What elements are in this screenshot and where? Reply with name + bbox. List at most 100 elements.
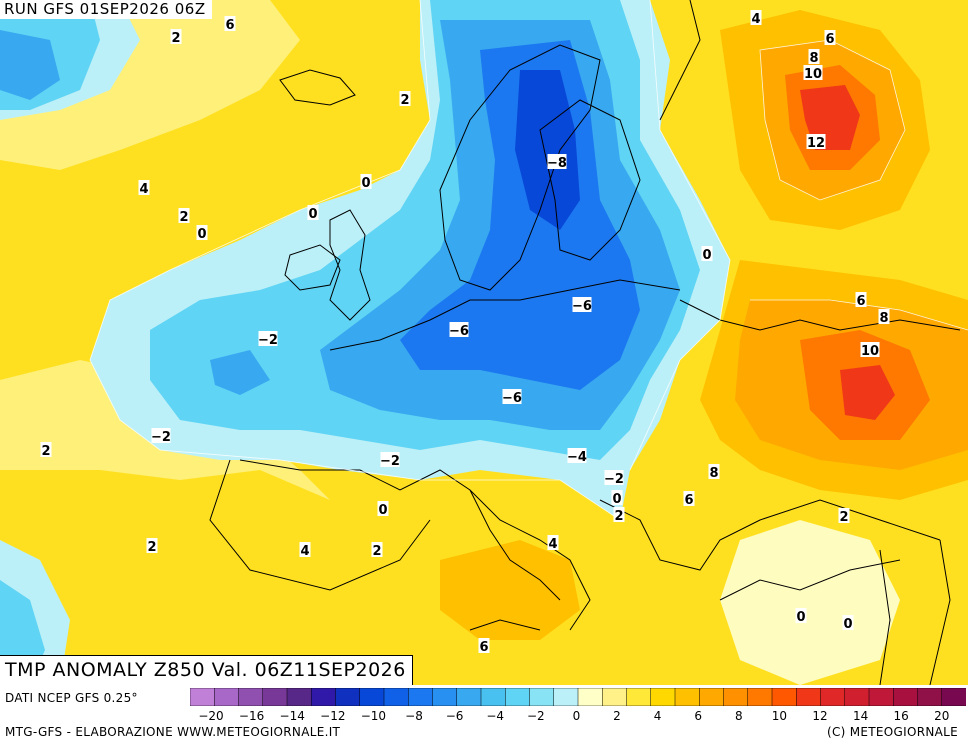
contour-label-text: 2 — [179, 210, 188, 225]
contour-label-text: −6 — [449, 324, 469, 339]
contour-label: −6 — [572, 297, 592, 314]
contour-label-bg — [151, 428, 171, 443]
contour-label: 0 — [611, 490, 623, 507]
color-scale-swatch — [262, 688, 288, 706]
contour-label-bg — [808, 49, 820, 64]
color-scale-swatch — [893, 688, 919, 706]
color-scale-swatch — [820, 688, 846, 706]
contour-label: 8 — [808, 49, 820, 66]
contour-label-bg — [547, 154, 567, 169]
anomaly-title: TMP ANOMALY Z850 Val. 06Z11SEP2026 — [0, 655, 413, 685]
color-scale-swatch — [238, 688, 264, 706]
contour-label-text: −2 — [258, 333, 278, 348]
contour-label-bg — [380, 452, 400, 467]
contour-label: 2 — [146, 538, 158, 555]
color-scale-label: 8 — [734, 709, 743, 723]
color-scale-swatch — [335, 688, 361, 706]
contour-label-bg — [803, 65, 823, 80]
contour-label-text: 2 — [147, 540, 156, 555]
contour-label: −2 — [258, 331, 278, 348]
color-scale-label: −20 — [198, 709, 224, 723]
color-scale-label: 16 — [893, 709, 909, 723]
color-scale-label: −12 — [320, 709, 346, 723]
color-scale-label: −14 — [279, 709, 305, 723]
contour-label: 6 — [824, 30, 836, 47]
contour-label-bg — [806, 134, 826, 149]
contour-label-text: 4 — [751, 12, 760, 27]
contour-label: 2 — [40, 442, 52, 459]
color-scale-label: −16 — [238, 709, 265, 723]
contour-label-text: −6 — [502, 391, 522, 406]
contour-label-bg — [855, 292, 867, 307]
contour-label-text: 2 — [614, 509, 623, 524]
color-scale-swatch — [917, 688, 943, 706]
contour-label-bg — [604, 470, 624, 485]
contour-label: 10 — [860, 342, 880, 359]
contour-label-bg — [701, 246, 713, 261]
contour-label-text: −2 — [380, 454, 400, 469]
contour-label-bg — [146, 538, 158, 553]
color-scale-swatch — [408, 688, 434, 706]
color-scale-swatch — [286, 688, 312, 706]
contour-label-bg — [750, 10, 762, 25]
color-scale-bar — [190, 688, 966, 706]
contour-label-text: −4 — [567, 450, 587, 465]
color-scale-swatch — [383, 688, 409, 706]
contour-label: 0 — [377, 501, 389, 518]
contour-label-text: 2 — [839, 510, 848, 525]
contour-label-text: 2 — [372, 544, 381, 559]
contour-label: 2 — [178, 208, 190, 225]
contour-label-bg — [502, 389, 522, 404]
contour-label: 6 — [478, 638, 490, 655]
contour-label-text: 12 — [807, 136, 825, 151]
contour-label-bg — [567, 448, 587, 463]
contour-label-bg — [824, 30, 836, 45]
contour-label: 0 — [842, 615, 854, 632]
contour-label: 6 — [224, 16, 236, 33]
contour-label-bg — [399, 91, 411, 106]
contour-label-bg — [360, 174, 372, 189]
processing-credit: MTG-GFS - ELABORAZIONE WWW.METEOGIORNALE… — [5, 725, 341, 739]
anomaly-zone-warm-8 — [785, 65, 930, 440]
contour-label: −8 — [547, 154, 567, 171]
contour-label-text: 0 — [308, 207, 317, 222]
color-scale-label: 0 — [572, 709, 581, 723]
contour-label-text: 0 — [796, 610, 805, 625]
color-scale-label: −8 — [405, 709, 423, 723]
color-scale-swatch — [868, 688, 894, 706]
color-scale-swatch — [553, 688, 579, 706]
contour-label: −2 — [604, 470, 624, 487]
copyright-credit: (C) METEOGIORNALE — [827, 725, 959, 739]
contour-label: 6 — [683, 491, 695, 508]
contour-label-text: 0 — [612, 492, 621, 507]
contour-label: 4 — [750, 10, 762, 27]
color-scale-swatch — [747, 688, 773, 706]
color-scale-label: −6 — [445, 709, 464, 723]
color-scale-label: 2 — [613, 709, 621, 723]
run-title: RUN GFS 01SEP2026 06Z — [0, 0, 212, 19]
contour-label-bg — [40, 442, 52, 457]
contour-label: 2 — [170, 29, 182, 46]
contour-label: 0 — [795, 608, 807, 625]
contour-label-text: 6 — [856, 294, 865, 309]
color-scale-swatch — [941, 688, 966, 706]
contour-label-text: 4 — [300, 544, 309, 559]
anomaly-zone-cold-8 — [515, 70, 580, 230]
contour-label: −2 — [380, 452, 400, 469]
contour-label: 12 — [806, 134, 826, 151]
contour-label-bg — [224, 16, 236, 31]
contour-label: 0 — [360, 174, 372, 191]
contour-label: 0 — [196, 225, 208, 242]
contour-label: 4 — [547, 535, 559, 552]
contour-label-bg — [860, 342, 880, 357]
color-scale-swatch — [359, 688, 385, 706]
contour-label-bg — [371, 542, 383, 557]
contour-label: 2 — [838, 508, 850, 525]
contour-label-bg — [377, 501, 389, 516]
contour-label-bg — [708, 464, 720, 479]
contour-label-bg — [307, 205, 319, 220]
contour-label-text: 8 — [709, 466, 718, 481]
contour-label-text: 4 — [139, 182, 148, 197]
color-scale-swatch — [529, 688, 555, 706]
